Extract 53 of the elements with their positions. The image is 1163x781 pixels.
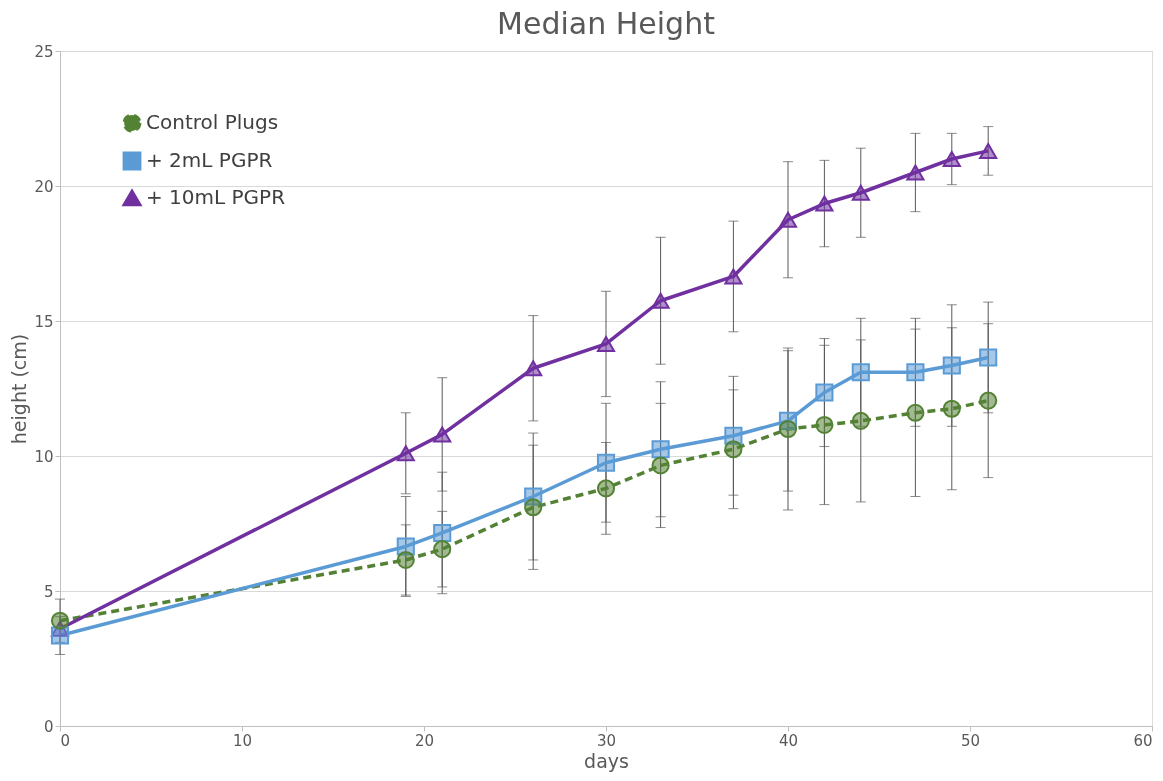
point — [596, 335, 616, 352]
legend-label: + 10mL PGPR — [146, 185, 286, 209]
point — [433, 540, 452, 559]
chart-title: Median Height — [497, 6, 716, 41]
point — [979, 391, 998, 410]
point — [596, 453, 616, 472]
y-tick-label: 0 — [43, 717, 54, 736]
point — [815, 383, 834, 402]
x-tick-label: 40 — [778, 731, 799, 750]
point — [906, 403, 925, 422]
point — [778, 211, 798, 228]
point — [724, 440, 743, 459]
point — [724, 268, 743, 285]
point — [433, 523, 452, 543]
point — [50, 611, 70, 630]
point — [815, 195, 834, 212]
y-tick-label: 10 — [34, 447, 54, 466]
point — [433, 426, 452, 443]
point — [651, 456, 670, 475]
x-tick-label: 60 — [1133, 731, 1153, 750]
point — [651, 440, 670, 459]
point — [979, 142, 998, 159]
point — [851, 184, 870, 201]
point — [942, 399, 961, 418]
point — [942, 151, 961, 167]
legend-label: Control Plugs — [146, 110, 279, 134]
y-tick-label: 15 — [34, 312, 54, 331]
y-tick-label: 5 — [43, 582, 54, 601]
point — [851, 363, 870, 382]
point — [942, 356, 961, 375]
point — [596, 479, 616, 498]
y-tick-label: 25 — [34, 42, 54, 61]
point — [906, 164, 925, 181]
point — [979, 348, 998, 367]
point — [651, 292, 670, 309]
x-tick-label: 30 — [596, 731, 617, 750]
x-tick-label: 50 — [960, 731, 981, 750]
point — [524, 360, 543, 377]
point — [524, 498, 543, 517]
point — [851, 411, 870, 430]
x-axis-title: days — [584, 749, 629, 772]
point — [815, 415, 834, 434]
point — [778, 419, 798, 439]
x-tick-label: 20 — [414, 731, 435, 750]
legend-label: + 2mL PGPR — [146, 148, 273, 172]
y-tick-label: 20 — [34, 177, 54, 196]
point — [396, 445, 415, 462]
y-axis-title: height (cm) — [8, 333, 31, 445]
point — [50, 626, 70, 645]
point — [906, 363, 925, 382]
x-tick-label: 0 — [60, 731, 71, 750]
point — [396, 550, 415, 569]
x-tick-label: 10 — [232, 731, 253, 750]
